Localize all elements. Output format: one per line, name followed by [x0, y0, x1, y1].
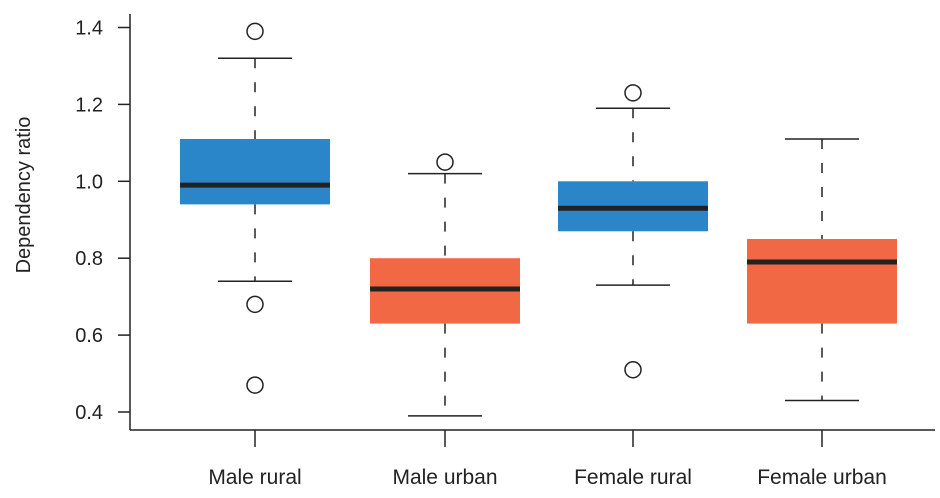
- y-axis-label: Dependency ratio: [13, 117, 35, 274]
- outlier-point: [246, 22, 264, 41]
- box-group: [747, 138, 897, 402]
- outlier-point: [246, 376, 264, 394]
- iqr-box: [747, 238, 897, 324]
- x-tick-label: Female urban: [757, 466, 887, 489]
- x-ticks: Male rural Male urban Female rural Female u…: [208, 430, 887, 489]
- outlier-point: [624, 84, 642, 102]
- iqr-box: [180, 139, 330, 205]
- y-tick-label: 0.4: [75, 402, 103, 424]
- box-group: [180, 22, 330, 394]
- x-tick-label: Female rural: [574, 466, 692, 489]
- box-group: [370, 153, 520, 417]
- y-tick-label: 1.4: [75, 18, 103, 40]
- outlier-point: [436, 153, 454, 171]
- y-tick-label: 0.8: [75, 248, 103, 270]
- x-tick-label: Male rural: [208, 466, 301, 489]
- outlier-point: [246, 295, 264, 314]
- axes: [129, 14, 935, 431]
- outlier-point: [624, 360, 642, 379]
- boxes: [180, 22, 897, 417]
- y-tick-label: 1.0: [75, 171, 103, 193]
- box-group: [558, 84, 708, 379]
- y-tick-label: 0.6: [75, 325, 103, 347]
- y-ticks: 0.4 0.6 0.8 1.0 1.2 1.4: [75, 18, 130, 424]
- y-tick-label: 1.2: [75, 94, 103, 116]
- x-tick-label: Male urban: [392, 466, 497, 489]
